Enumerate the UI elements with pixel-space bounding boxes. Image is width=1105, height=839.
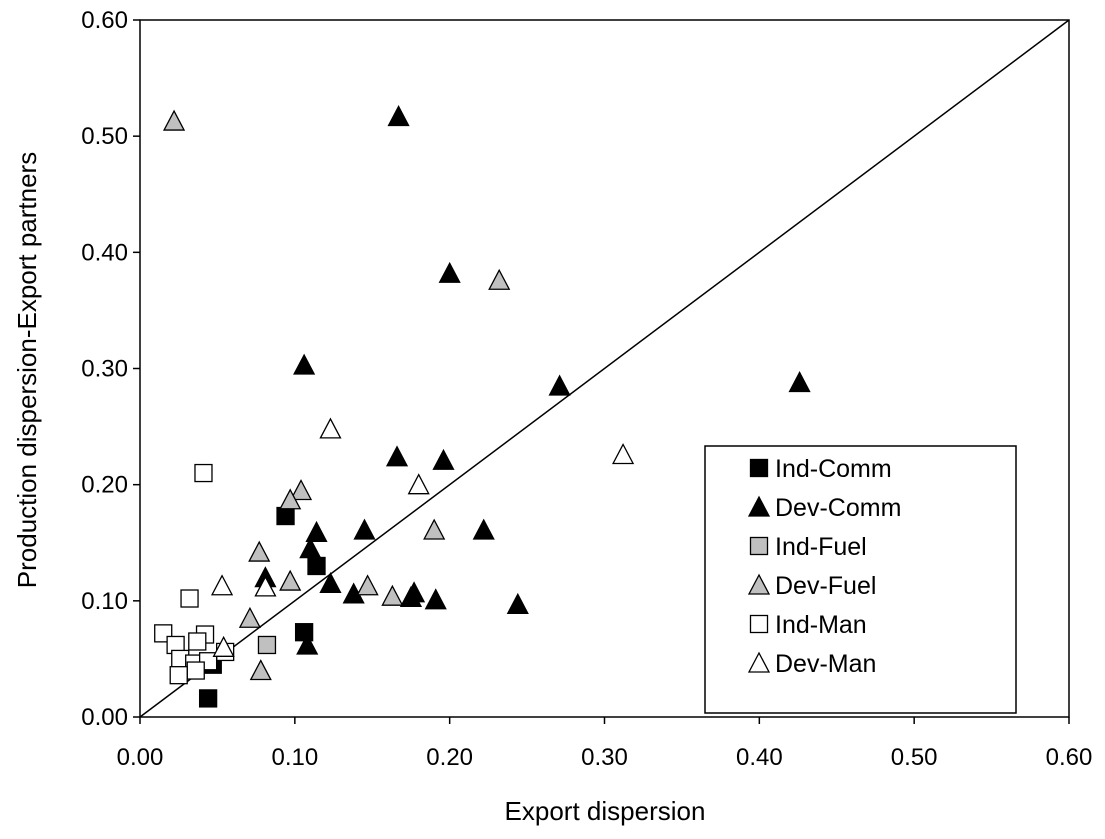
- data-point: [440, 263, 460, 282]
- series-ind-fuel: [258, 636, 275, 653]
- legend-label: Dev-Man: [775, 650, 876, 678]
- data-point: [181, 590, 198, 607]
- data-point: [251, 661, 271, 680]
- legend-marker: [751, 616, 768, 633]
- x-tick-label: 0.30: [581, 744, 628, 771]
- y-tick-label: 0.20: [81, 472, 128, 499]
- legend-label: Dev-Comm: [775, 494, 901, 522]
- data-point: [409, 475, 429, 494]
- y-axis: 0.00 0.10 0.20 0.30 0.40 0.50 0.60: [81, 7, 140, 731]
- y-tick-label: 0.30: [81, 356, 128, 383]
- x-tick-label: 0.10: [271, 744, 318, 771]
- data-point: [187, 662, 204, 679]
- x-axis-title: Export dispersion: [505, 796, 706, 826]
- data-point: [426, 590, 446, 609]
- legend-label: Ind-Man: [775, 611, 867, 639]
- x-tick-label: 0.60: [1046, 744, 1093, 771]
- x-tick-label: 0.20: [426, 744, 473, 771]
- data-point: [307, 522, 327, 541]
- data-point: [200, 690, 217, 707]
- series-dev-man: [212, 419, 633, 656]
- y-tick-label: 0.00: [81, 704, 128, 731]
- data-point: [382, 586, 402, 605]
- data-point: [790, 372, 810, 391]
- data-point: [474, 520, 494, 539]
- data-point: [389, 106, 409, 125]
- legend-marker: [751, 538, 768, 555]
- legend-label: Ind-Comm: [775, 455, 892, 483]
- data-point: [249, 542, 269, 561]
- legend: Ind-Comm Dev-Comm Ind-Fuel Dev-Fuel Ind-Man D…: [705, 446, 1016, 713]
- y-axis-title: Production dispersion-Export partners: [12, 152, 42, 588]
- data-point: [355, 520, 375, 539]
- legend-label: Dev-Fuel: [775, 572, 876, 600]
- data-point: [320, 573, 340, 592]
- data-point: [358, 576, 378, 595]
- data-point: [424, 520, 444, 539]
- legend-label: Ind-Fuel: [775, 533, 867, 561]
- y-tick-label: 0.40: [81, 239, 128, 266]
- data-point: [164, 111, 184, 130]
- legend-marker: [751, 460, 768, 477]
- y-tick-label: 0.10: [81, 588, 128, 615]
- data-point: [308, 557, 325, 574]
- data-point: [189, 633, 206, 650]
- data-point: [277, 508, 294, 525]
- data-point: [433, 450, 453, 469]
- data-point: [280, 571, 300, 590]
- data-point: [489, 270, 509, 289]
- data-point: [613, 444, 633, 463]
- data-point: [258, 636, 275, 653]
- y-tick-label: 0.60: [81, 7, 128, 34]
- data-point: [296, 624, 313, 641]
- x-tick-label: 0.00: [117, 744, 164, 771]
- data-point: [170, 667, 187, 684]
- data-point: [550, 376, 570, 395]
- y-tick-label: 0.50: [81, 123, 128, 150]
- x-axis: 0.00 0.10 0.20 0.30 0.40 0.50 0.60: [117, 717, 1093, 771]
- data-point: [508, 594, 528, 613]
- data-point: [320, 419, 340, 438]
- x-tick-label: 0.50: [891, 744, 938, 771]
- data-point: [240, 608, 260, 627]
- x-tick-label: 0.40: [736, 744, 783, 771]
- data-point: [294, 355, 314, 374]
- data-point: [212, 576, 232, 595]
- data-point: [387, 447, 407, 466]
- data-point: [195, 465, 212, 482]
